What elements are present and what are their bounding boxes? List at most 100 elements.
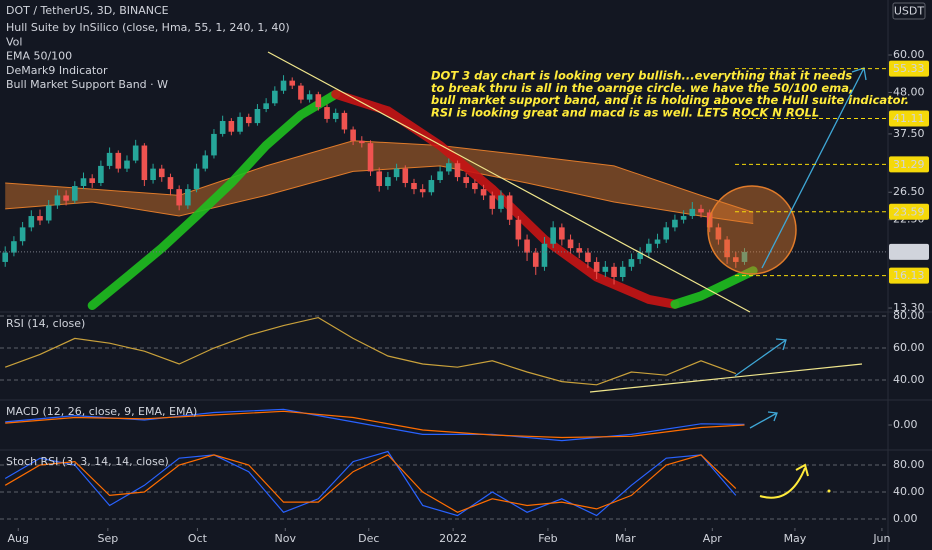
pane-title: MACD (12, 26, close, 9, EMA, EMA) [6,405,197,418]
x-tick-label: Dec [358,532,379,545]
pane-title: RSI (14, close) [6,317,85,330]
x-tick-label: Feb [538,532,557,545]
y-tick-label: 37.50 [893,127,925,140]
candle-body [524,239,530,253]
candle-body [132,145,139,161]
candle-body [19,227,26,242]
hand-arrow-head [795,463,809,477]
last-price-box [889,243,929,260]
x-tick-label: Mar [615,532,636,545]
last-price-label: 18.58 [893,245,925,258]
candle-body [89,178,95,183]
x-tick-label: Sep [97,532,118,545]
indicator-legend: Hull Suite by InSilico (close, Hma, 55, … [6,21,290,34]
arrow-head [767,411,778,422]
candle-body [245,116,252,124]
y-tick-label: 60.00 [893,341,925,354]
candle-body [367,143,374,172]
candle-body [350,129,356,141]
y-tick-label: 0.00 [893,418,918,431]
price-level-label: 23.59 [893,205,925,218]
ema-upper [5,140,754,213]
candle-body [428,180,435,193]
candle-body [393,168,400,178]
candle-body [646,243,652,253]
x-tick-label: May [784,532,807,545]
candle-body [576,248,583,253]
candle-body [419,189,426,193]
arrow [734,339,787,377]
candle-body [463,177,469,183]
candle-body [454,163,461,178]
candle-body [559,227,565,240]
candle-body [80,178,87,187]
candle-body [654,239,661,244]
hull-band [670,266,758,309]
hull-band [331,89,680,309]
arrow [749,412,778,429]
candle-body [637,252,643,260]
candle-body [506,195,513,220]
pane-title: Stoch RSI (3, 3, 14, 14, close) [6,455,169,468]
hull-band [87,89,341,310]
candle-body [98,165,104,183]
x-tick-label: Oct [188,532,208,545]
arrow [761,67,865,269]
y-tick-label: 13.30 [893,301,925,314]
candle-body [341,112,348,130]
candle-body [532,252,539,267]
candle-body [359,140,365,144]
candle-body [176,189,182,206]
candle-body [663,227,670,240]
candle-body [237,116,243,132]
candle-body [37,216,43,221]
candle-body [541,243,548,267]
candle-body [28,216,35,228]
candle-body [611,266,617,277]
candle-body [289,80,296,86]
candle-body [306,94,313,100]
candle-body [315,94,322,108]
currency-box [892,2,926,20]
candle-body [741,251,748,262]
candle-body [2,252,9,262]
x-tick-label: Jun [872,532,890,545]
candle-body [158,168,165,178]
indicator-legend: Bull Market Support Band · W [6,78,168,91]
candle-body [672,219,678,228]
candle-body [585,252,591,262]
indicator-legend: DeMark9 Indicator [6,64,108,77]
drawings [267,51,867,499]
indicator-line [4,454,737,513]
candle-body [515,219,522,240]
y-tick-label: 60.00 [893,48,925,61]
x-tick-label: Nov [275,532,297,545]
candle-body [254,109,261,124]
candle-body [628,259,635,267]
candle-body [228,121,235,132]
indicator-line [5,408,745,442]
candle-body [71,186,78,201]
candle-body [480,189,487,196]
candle-body [445,163,452,172]
trend-line [267,51,751,313]
candle-body [263,103,269,110]
x-tick-label: Aug [8,532,29,545]
currency: USDT [894,5,925,18]
candle-body [219,121,226,134]
candle-body [167,177,174,190]
candle-body [202,155,209,169]
hand-arrow [759,467,806,499]
candle-body [593,261,600,272]
candle-body [489,195,496,209]
candle-body [680,216,687,220]
y-tick-label: 48.00 [893,85,925,98]
pane-bg [0,312,888,395]
indicator-line [4,316,737,386]
highlight-circle [707,185,797,275]
y-tick-label: 40.00 [893,485,925,498]
candle-body [385,177,391,187]
candle-body [150,168,156,181]
indicator-legend: EMA 50/100 [6,50,72,63]
